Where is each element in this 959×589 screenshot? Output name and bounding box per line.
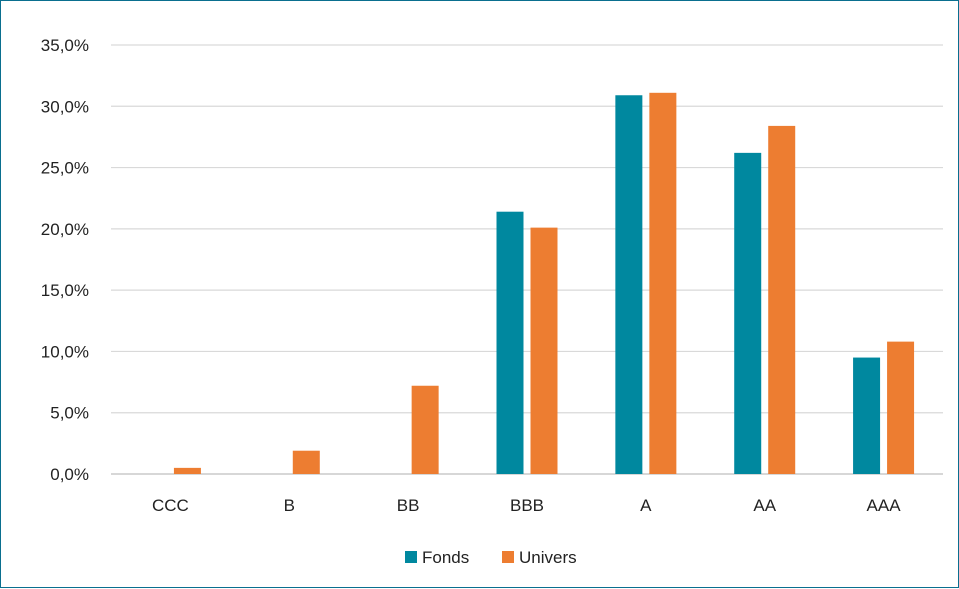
y-tick-label: 25,0%: [41, 159, 89, 178]
bar-fonds-aaa: [853, 357, 881, 474]
legend-label-fonds: Fonds: [422, 548, 469, 567]
legend-swatch-univers: [502, 551, 514, 563]
bar-univers-aaa: [887, 341, 915, 474]
bar-fonds-bbb: [496, 211, 524, 474]
x-tick-label: BBB: [510, 496, 544, 515]
bar-univers-bbb: [530, 227, 558, 474]
x-tick-label: B: [284, 496, 295, 515]
x-tick-label: AA: [753, 496, 776, 515]
x-tick-label: AAA: [867, 496, 902, 515]
y-tick-label: 5,0%: [50, 404, 89, 423]
y-tick-label: 20,0%: [41, 220, 89, 239]
bar-univers-ccc: [173, 467, 201, 474]
y-tick-label: 35,0%: [41, 36, 89, 55]
x-tick-label: A: [640, 496, 652, 515]
legend-swatch-fonds: [405, 551, 417, 563]
y-tick-label: 15,0%: [41, 281, 89, 300]
bar-univers-a: [649, 92, 677, 474]
bar-univers-aa: [768, 125, 796, 474]
y-tick-label: 30,0%: [41, 97, 89, 116]
x-tick-label: CCC: [152, 496, 189, 515]
y-tick-label: 10,0%: [41, 342, 89, 361]
y-tick-label: 0,0%: [50, 465, 89, 484]
legend-label-univers: Univers: [519, 548, 577, 567]
bar-fonds-a: [615, 95, 643, 475]
bar-univers-bb: [411, 385, 439, 474]
bar-univers-b: [292, 450, 320, 474]
x-tick-label: BB: [397, 496, 420, 515]
bar-fonds-aa: [734, 152, 762, 474]
